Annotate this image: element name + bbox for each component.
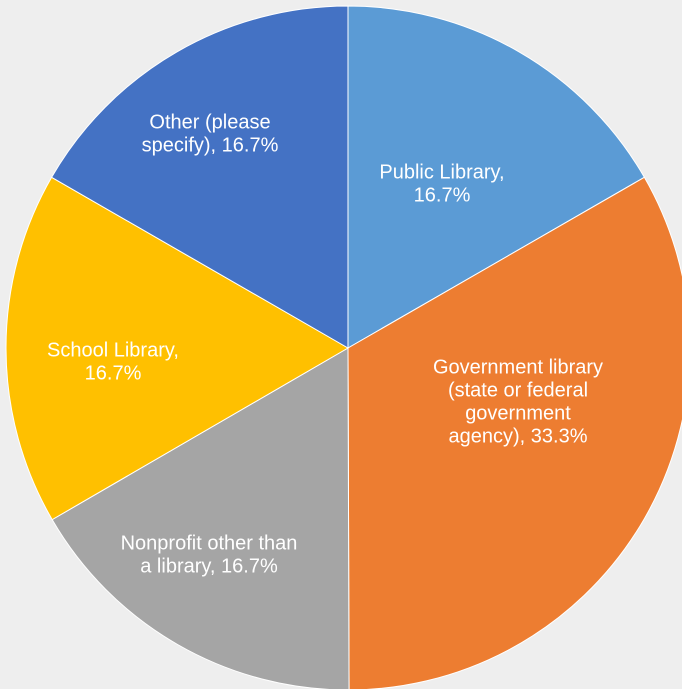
- pie-label-line: School Library,: [47, 340, 179, 362]
- pie-label-1: Government library (state or federal gover…: [433, 357, 603, 448]
- pie-label-0: Public Library, 16.7%: [379, 162, 504, 207]
- pie-slice-3: [5, 176, 349, 521]
- pie-slice-2: [51, 347, 350, 689]
- pie-label-line: Government library: [433, 357, 603, 379]
- pie-label-line: government: [465, 403, 571, 425]
- pie-slice-1: [347, 176, 682, 689]
- pie-label-4: Other (please specify), 16.7%: [142, 112, 279, 157]
- pie-label-line: specify), 16.7%: [142, 135, 279, 157]
- pie-label-line: agency), 33.3%: [449, 426, 588, 448]
- pie-slice-0: [347, 5, 646, 349]
- pie-label-line: (state or federal: [448, 380, 588, 402]
- pie-label-line: Nonprofit other than: [121, 533, 298, 555]
- pie-label-3: School Library, 16.7%: [47, 340, 179, 385]
- pie-slices: [5, 5, 682, 689]
- pie-label-line: 16.7%: [85, 363, 142, 385]
- pie-label-line: Public Library,: [379, 162, 504, 184]
- pie-label-line: Other (please: [149, 112, 270, 134]
- pie-label-line: 16.7%: [414, 185, 471, 207]
- pie-label-2: Nonprofit other than a library, 16.7%: [121, 533, 298, 578]
- pie-slice-4: [50, 5, 349, 349]
- pie-label-line: a library, 16.7%: [140, 556, 278, 578]
- pie-labels: Public Library, 16.7%Government library (s…: [47, 112, 603, 578]
